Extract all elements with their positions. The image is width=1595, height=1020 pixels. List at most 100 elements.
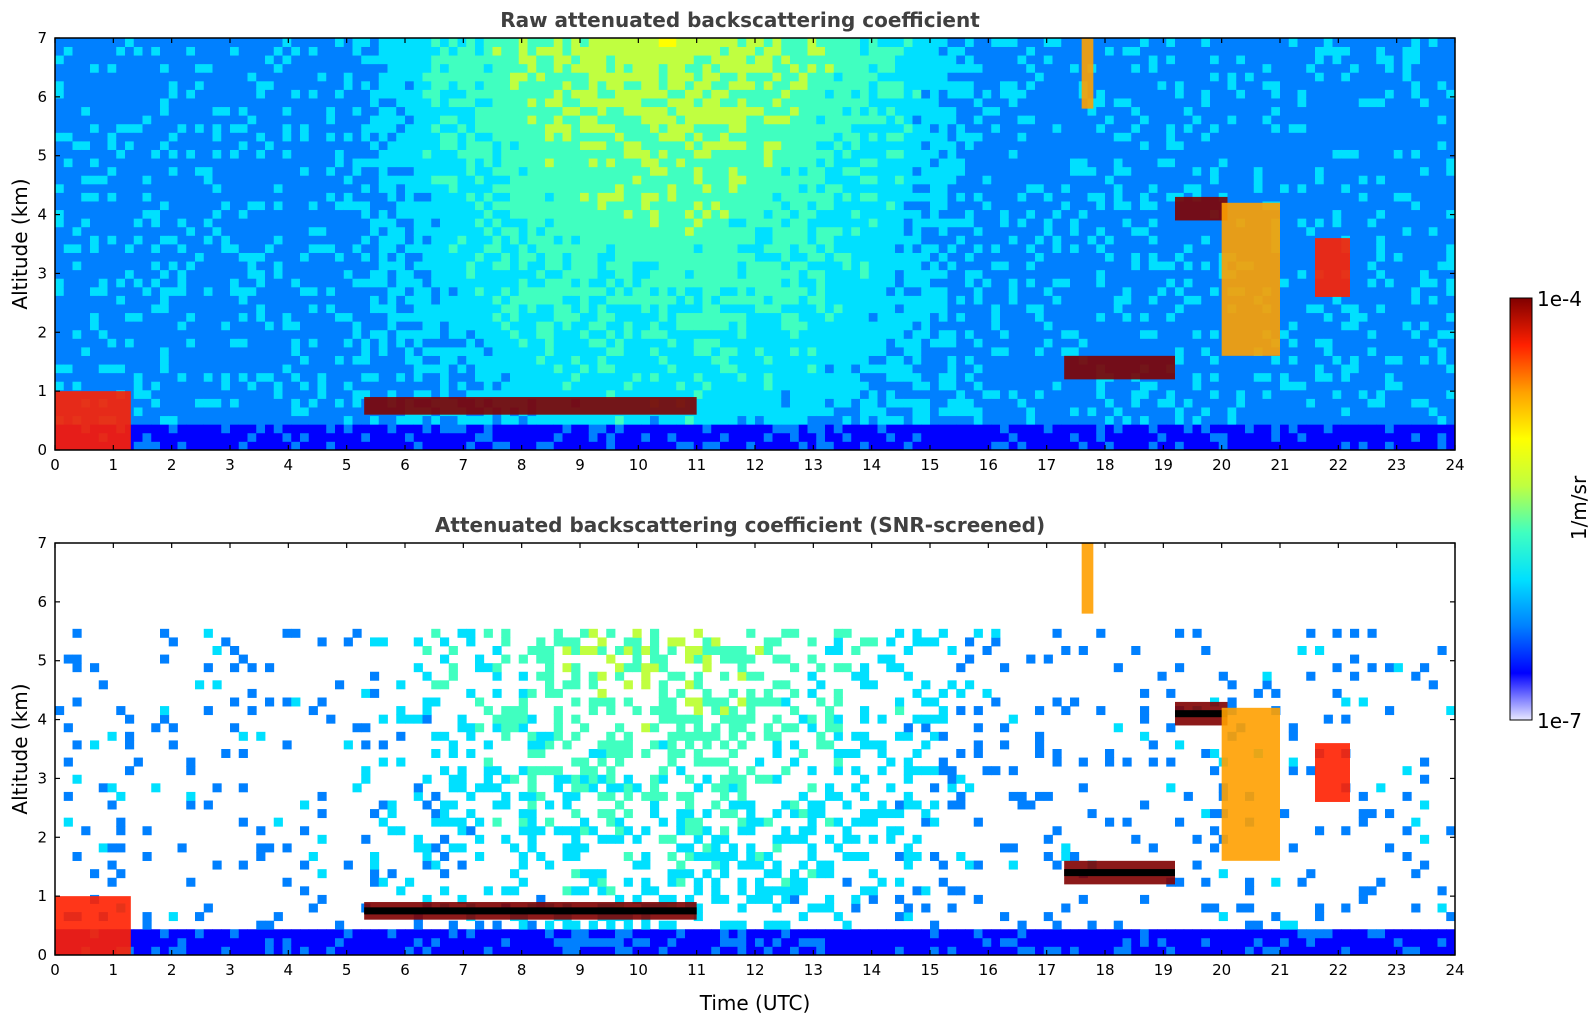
heatmap-cell xyxy=(868,295,878,305)
heatmap-cell xyxy=(947,312,957,322)
heatmap-cell xyxy=(930,132,940,142)
heatmap-cell xyxy=(851,115,861,125)
heatmap-cell xyxy=(273,329,283,339)
heatmap-cell xyxy=(562,235,572,245)
heatmap-cell xyxy=(448,261,458,271)
heatmap-cell xyxy=(676,158,686,168)
heatmap-cell xyxy=(230,372,240,382)
heatmap-cell xyxy=(816,235,826,245)
heatmap-cell xyxy=(466,115,476,125)
heatmap-cell xyxy=(238,295,248,305)
heatmap-cell xyxy=(720,389,730,399)
heatmap-cell xyxy=(746,218,756,228)
heatmap-cell xyxy=(860,55,870,65)
heatmap-cell xyxy=(650,364,660,374)
heatmap-cell xyxy=(606,269,616,279)
heatmap-cell xyxy=(81,201,91,211)
heatmap-cell xyxy=(912,63,922,73)
heatmap-cell xyxy=(702,80,712,90)
heatmap-cell xyxy=(921,218,931,228)
heatmap-cell xyxy=(807,295,817,305)
heatmap-cell xyxy=(816,80,826,90)
heatmap-cell xyxy=(746,63,756,73)
heatmap-cell xyxy=(816,372,826,382)
heatmap-cell xyxy=(728,407,738,417)
heatmap-cell xyxy=(772,226,782,236)
heatmap-cell xyxy=(387,441,397,451)
heatmap-cell xyxy=(562,424,572,434)
heatmap-cell xyxy=(116,115,126,125)
heatmap-cell xyxy=(676,278,686,288)
heatmap-cell xyxy=(431,295,441,305)
heatmap-cell xyxy=(256,149,266,159)
heatmap-cell xyxy=(825,244,835,253)
heatmap-cell xyxy=(938,226,948,236)
heatmap-cell xyxy=(711,201,721,211)
heatmap-cell xyxy=(326,201,336,211)
heatmap-cell xyxy=(676,63,686,73)
heatmap-cell xyxy=(580,261,590,271)
heatmap-cell xyxy=(545,63,555,73)
heatmap-cell xyxy=(238,355,248,365)
heatmap-cell xyxy=(265,424,275,434)
heatmap-cell xyxy=(247,115,257,125)
heatmap-cell xyxy=(317,46,327,56)
heatmap-cell xyxy=(186,347,196,356)
heatmap-cell xyxy=(571,424,581,434)
heatmap-cell xyxy=(737,286,747,296)
heatmap-cell xyxy=(501,278,511,288)
heatmap-cell xyxy=(641,329,651,339)
heatmap-cell xyxy=(55,235,65,245)
heatmap-cell xyxy=(81,98,91,108)
heatmap-cell xyxy=(81,226,91,236)
heatmap-cell xyxy=(938,389,948,399)
heatmap-cell xyxy=(877,38,887,47)
heatmap-cell xyxy=(562,304,572,314)
heatmap-cell xyxy=(203,192,213,202)
heatmap-cell xyxy=(510,381,520,391)
heatmap-cell xyxy=(142,261,152,271)
heatmap-cell xyxy=(116,347,126,356)
heatmap-cell xyxy=(405,38,415,47)
heatmap-cell xyxy=(807,98,817,108)
heatmap-cell xyxy=(492,218,502,228)
heatmap-cell xyxy=(457,355,467,365)
heatmap-cell xyxy=(221,269,231,279)
heatmap-cell xyxy=(711,63,721,73)
heatmap-cell xyxy=(720,72,730,82)
heatmap-cell xyxy=(763,441,773,451)
heatmap-cell xyxy=(772,355,782,365)
heatmap-cell xyxy=(842,141,852,150)
heatmap-cell xyxy=(238,312,248,322)
heatmap-cell xyxy=(536,115,546,125)
heatmap-cell xyxy=(317,312,327,322)
heatmap-cell xyxy=(133,252,143,262)
heatmap-cell xyxy=(518,389,528,399)
heatmap-cell xyxy=(728,63,738,73)
heatmap-cell xyxy=(956,269,966,279)
heatmap-cell xyxy=(702,55,712,65)
heatmap-cell xyxy=(212,72,222,82)
heatmap-cell xyxy=(623,218,633,228)
heatmap-cell xyxy=(877,63,887,73)
heatmap-cell xyxy=(501,364,511,374)
heatmap-cell xyxy=(728,226,738,236)
heatmap-cell xyxy=(317,261,327,271)
heatmap-cell xyxy=(361,158,371,168)
heatmap-cell xyxy=(483,166,493,176)
heatmap-cell xyxy=(711,407,721,417)
heatmap-cell xyxy=(755,304,765,314)
heatmap-cell xyxy=(755,398,765,408)
heatmap-cell xyxy=(483,80,493,90)
heatmap-cell xyxy=(553,355,563,365)
heatmap-cell xyxy=(343,415,353,425)
heatmap-cell xyxy=(90,183,100,193)
heatmap-cell xyxy=(466,149,476,159)
heatmap-cell xyxy=(370,286,380,296)
heatmap-cell xyxy=(308,89,318,99)
heatmap-cell xyxy=(746,209,756,219)
heatmap-cell xyxy=(658,432,668,442)
heatmap-cell xyxy=(737,364,747,374)
heatmap-cell xyxy=(238,407,248,417)
heatmap-cell xyxy=(938,141,948,150)
